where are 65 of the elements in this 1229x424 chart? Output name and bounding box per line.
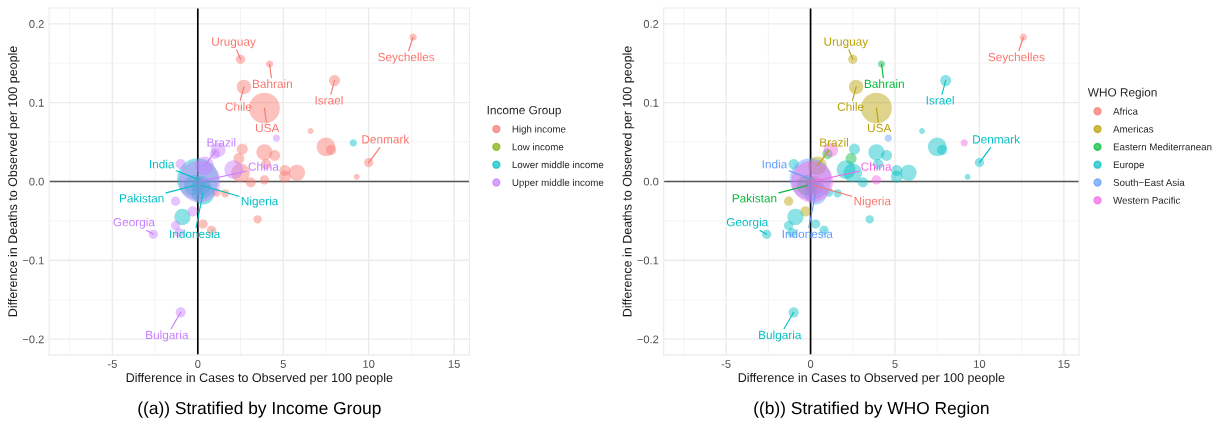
annotation: Denmark bbox=[362, 134, 410, 144]
legend-title: Income Group bbox=[487, 105, 561, 117]
annotation: Nigeria bbox=[854, 196, 891, 208]
x-tick-label: 10 bbox=[363, 360, 375, 368]
legend-title: WHO Region bbox=[1087, 87, 1157, 99]
annotation: Brazil bbox=[820, 137, 848, 147]
y-tick-label: 0.1 bbox=[643, 98, 659, 107]
y-tick-label: −0.2 bbox=[637, 335, 659, 344]
legend-label: Upper middle income bbox=[512, 178, 604, 188]
annotation: USA bbox=[256, 123, 280, 133]
x-tick-label: -5 bbox=[721, 360, 731, 368]
y-tick-label: 0.1 bbox=[29, 98, 44, 107]
annotation: India bbox=[762, 159, 788, 169]
legend-label: Western Pacific bbox=[1113, 196, 1181, 204]
legend-label: Low income bbox=[512, 143, 564, 151]
annotation: India bbox=[149, 159, 175, 169]
annotation: Georgia bbox=[726, 217, 769, 229]
y-tick-label: −0.1 bbox=[22, 256, 44, 265]
y-tick-label: 0.0 bbox=[29, 177, 44, 186]
x-tick-label: -5 bbox=[107, 360, 117, 368]
x-tick-label: 5 bbox=[892, 360, 898, 368]
y-tick-label: −0.1 bbox=[637, 256, 659, 265]
x-tick-label: 0 bbox=[195, 360, 201, 368]
legend-label: South−East Asia bbox=[1113, 178, 1185, 186]
annotation: Bahrain bbox=[252, 79, 292, 89]
x-tick-label: 0 bbox=[807, 360, 814, 368]
annotation: Brazil bbox=[207, 137, 236, 147]
x-tick-label: 5 bbox=[280, 360, 286, 368]
y-tick-label: 0.2 bbox=[29, 20, 44, 28]
text: ((b)) Stratified by WHO Region bbox=[754, 401, 989, 418]
legend-label: Europe bbox=[1113, 161, 1145, 171]
annotation: Seychelles bbox=[378, 52, 435, 64]
annotation: Uruguay bbox=[824, 37, 869, 49]
x-tick-label: 10 bbox=[974, 360, 986, 368]
x-axis-title: Difference in Cases to Observed per 100 people bbox=[738, 372, 1005, 385]
y-tick-label: 0.0 bbox=[643, 177, 659, 186]
x-axis-title: Difference in Cases to Observed per 100 people bbox=[126, 372, 393, 385]
legend-label: Africa bbox=[1113, 107, 1138, 115]
annotation: Seychelles bbox=[988, 52, 1045, 64]
annotation: Bahrain bbox=[864, 79, 904, 89]
legend-label: Eastern Mediterranean bbox=[1113, 143, 1212, 151]
x-tick-label: 15 bbox=[448, 360, 460, 368]
y-tick-label: −0.2 bbox=[22, 335, 44, 344]
annotation: Chile bbox=[837, 102, 864, 111]
annotation: Uruguay bbox=[212, 37, 256, 49]
annotation: China bbox=[248, 162, 279, 171]
y-axis-title: Difference in Deaths to Observed per 100 people bbox=[622, 46, 635, 317]
annotation: Denmark bbox=[973, 134, 1021, 144]
annotation: Bulgaria bbox=[759, 330, 802, 342]
legend-label: Americas bbox=[1113, 125, 1154, 133]
annotation: Chile bbox=[225, 102, 252, 111]
annotation: USA bbox=[867, 123, 892, 133]
annotation: Pakistan bbox=[119, 193, 164, 203]
legend-label: High income bbox=[512, 125, 566, 135]
annotation: Israel bbox=[926, 95, 954, 105]
annotation: Georgia bbox=[113, 217, 155, 229]
annotation: Bulgaria bbox=[146, 330, 189, 342]
annotation: Pakistan bbox=[732, 193, 777, 203]
annotation: Israel bbox=[315, 95, 343, 105]
legend-label: Lower middle income bbox=[512, 161, 604, 169]
x-tick-label: 15 bbox=[1058, 360, 1070, 368]
y-axis-title: Difference in Deaths to Observed per 100 people bbox=[7, 46, 20, 317]
text: ((a)) Stratified by Income Group bbox=[138, 401, 381, 418]
y-tick-label: 0.2 bbox=[643, 20, 659, 28]
annotation: Nigeria bbox=[241, 196, 279, 208]
